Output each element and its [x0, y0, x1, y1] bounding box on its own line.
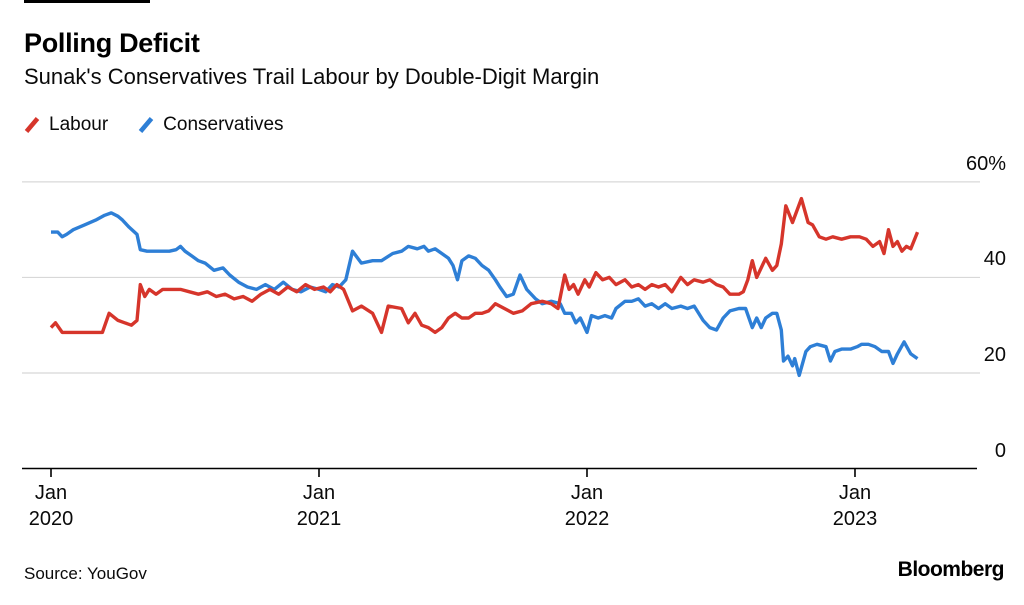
y-axis-label-20: 20	[983, 343, 1006, 366]
y-axis-label-0: 0	[994, 439, 1006, 462]
top-rule	[24, 0, 150, 3]
legend-item-labour: Labour	[24, 114, 108, 136]
legend-label: Conservatives	[163, 114, 284, 135]
bloomberg-logo: Bloomberg	[897, 558, 1005, 581]
legend-label: Labour	[49, 114, 109, 135]
chart-title: Polling Deficit	[24, 28, 200, 58]
series-line-conservatives	[51, 211, 919, 378]
y-axis-label-60: 60%	[965, 152, 1006, 175]
chart-legend: Labour Conservatives	[24, 114, 284, 136]
series-line-labour	[49, 196, 920, 335]
legend-item-conservatives: Conservatives	[138, 114, 284, 136]
source-note: Source: YouGov	[24, 564, 147, 583]
legend-slash-icon	[138, 117, 154, 133]
x-axis-label-2020: Jan 2020	[28, 482, 74, 530]
x-axis-label-2023: Jan 2023	[832, 482, 878, 530]
y-axis-label-40: 40	[983, 248, 1006, 271]
x-axis-label-2021: Jan 2021	[296, 482, 342, 530]
x-axis-label-2022: Jan 2022	[564, 482, 610, 530]
legend-slash-icon	[24, 117, 40, 133]
chart-subtitle: Sunak's Conservatives Trail Labour by Do…	[24, 64, 600, 89]
